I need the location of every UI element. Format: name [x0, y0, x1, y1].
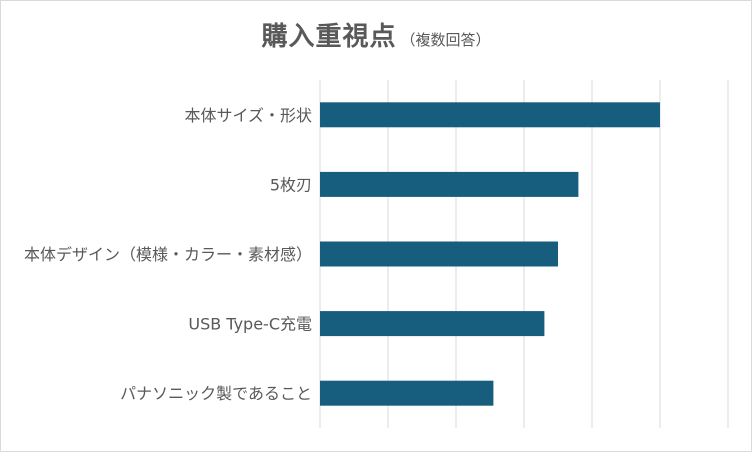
bar	[320, 311, 545, 337]
category-label: 本体サイズ・形状	[184, 106, 312, 125]
bar	[320, 380, 494, 406]
category-label: 5枚刃	[270, 175, 312, 194]
category-label: パナソニック製であること	[120, 384, 312, 403]
bar	[320, 241, 558, 267]
chart-title-main: 購入重視点	[261, 22, 397, 52]
category-label: USB Type-C充電	[188, 315, 312, 334]
chart-title-sub: （複数回答）	[400, 31, 491, 49]
bar	[320, 171, 579, 197]
chart-title: 購入重視点 （複数回答）	[0, 16, 752, 53]
category-label: 本体デザイン（模様・カラー・素材感）	[24, 245, 312, 264]
bar	[320, 102, 660, 128]
